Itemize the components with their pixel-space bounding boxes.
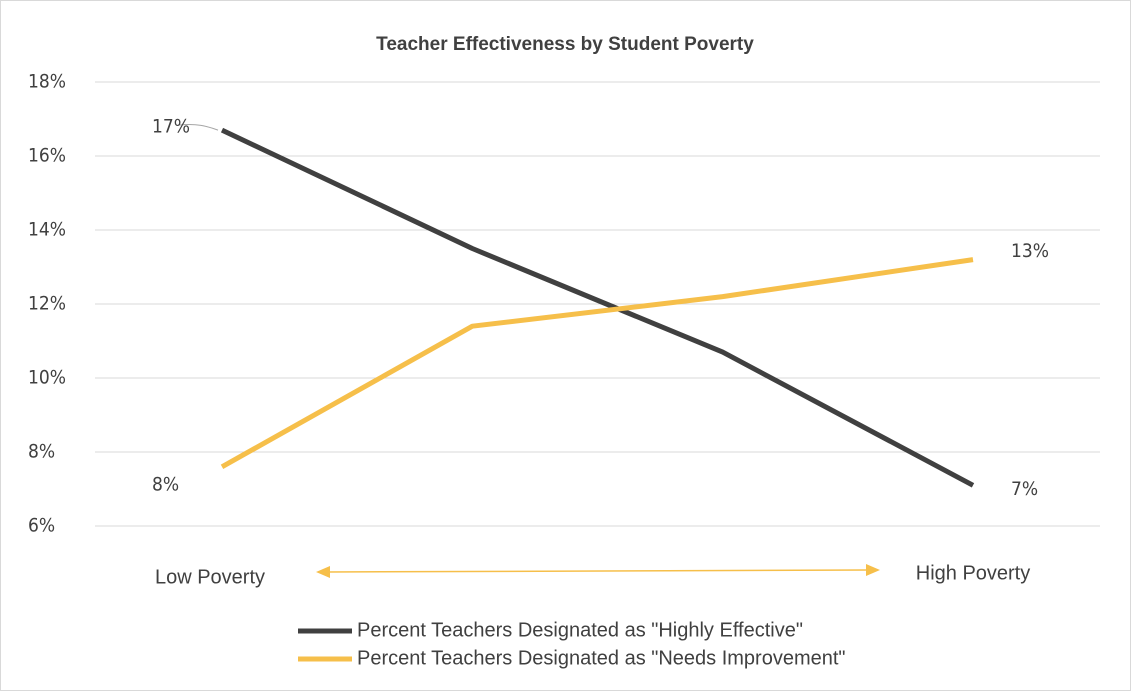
legend-label: Percent Teachers Designated as "Highly E… [357,619,803,641]
series-line [220,127,975,488]
annotation: High Poverty [916,562,1031,584]
data-label: 8% [152,473,179,495]
y-tick-label: 10% [28,367,66,389]
series-line [220,257,974,469]
y-tick-label: 14% [28,219,66,241]
y-tick-label: 18% [28,71,66,93]
annotation: Low Poverty [155,566,265,588]
y-tick-label: 6% [28,515,55,537]
data-label: 7% [1011,478,1038,500]
leader-line [177,123,219,131]
y-tick-label: 12% [28,293,66,315]
data-label: 17% [152,116,190,138]
chart-title: Teacher Effectiveness by Student Poverty [376,34,754,55]
y-tick-label: 16% [28,145,66,167]
poverty-arrow [316,564,880,578]
legend-label: Percent Teachers Designated as "Needs Im… [357,647,846,669]
y-tick-label: 8% [28,441,55,463]
data-label: 13% [1011,240,1049,262]
